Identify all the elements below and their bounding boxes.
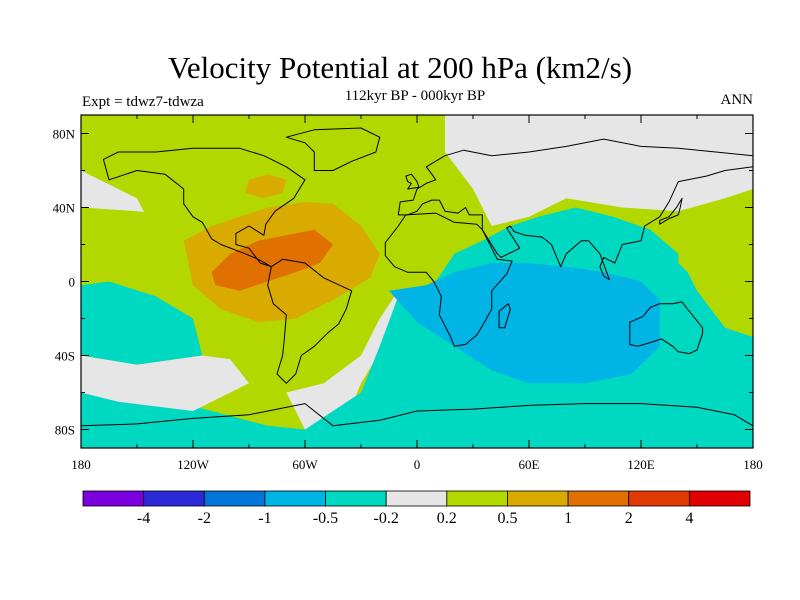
coastline-greenland [285,127,381,171]
colorbar-swatch [385,490,448,507]
lon-tick-label: 180 [71,457,91,472]
coastline-madagascar [498,303,511,329]
field-orange-north-atlantic-patch [245,174,287,199]
lon-tick-label: 60W [292,457,318,472]
colorbar-label: -0.2 [374,510,399,527]
colorbar-label: 0.2 [437,510,457,527]
field-gray-south-pacific [81,355,249,411]
colorbar-swatch [143,490,205,507]
colorbar-label: 4 [685,510,693,527]
colorbar-label: 1 [564,510,572,527]
lon-tick-label: 120E [627,457,655,472]
colorbar: -4 -2 -1 -0.5 -0.2 0.2 0.5 1 2 4 [82,490,751,527]
field-dark-orange-caribbean [211,229,333,291]
colorbar-label: 2 [625,510,633,527]
colorbar-swatch [628,490,690,507]
coastline-antarctica [81,403,753,427]
colorbar-swatch [203,490,266,507]
lat-tick-label: 0 [69,275,76,290]
experiment-label: Expt = tdwz7-tdwza [82,94,204,110]
colorbar-swatch [507,490,569,507]
colorbar-label: -2 [198,510,211,527]
lon-tick-label: 0 [414,457,421,472]
lon-tick-label: 60E [519,457,540,472]
lat-tick-label: 40S [55,349,75,364]
coastline-britain [405,173,420,190]
field-teal-south-pacific [81,281,203,365]
colorbar-swatch [82,490,145,507]
longitude-axis: 180 120W 60W 0 60E 120E 180 [71,115,763,472]
colorbar-swatch [264,490,326,507]
lat-tick-label: 80S [55,423,75,438]
map-title: Velocity Potential at 200 hPa (km2/s) [167,50,633,85]
colorbar-swatch [567,490,630,507]
field-gray-band-south-atlantic [286,290,417,430]
coastline-europe-asia [397,138,753,281]
colorbar-label: 0.5 [498,510,518,527]
coastline-japan [659,197,683,225]
lon-tick-label: 120W [177,457,210,472]
coastline-north-america [102,147,306,268]
colorbar-swatch [688,490,751,507]
field-green-west-pacific [678,203,753,310]
field-gray-north-asia [445,115,753,226]
lon-tick-label: 180 [743,457,763,472]
colorbar-label: -0.5 [313,510,338,527]
coastline-australia [629,301,704,355]
colorbar-swatch [325,490,387,507]
field-cyan-indian-ocean [389,263,660,384]
colorbar-swatch [446,490,508,507]
latitude-axis: 80N 40N 0 40S 80S [53,127,753,438]
season-label: ANN [720,92,754,108]
lat-tick-label: 40N [53,201,76,216]
colorbar-label: -1 [258,510,271,527]
colorbar-label: -4 [137,510,150,527]
coastline-africa [384,212,513,347]
contour-fill-layer [81,115,753,448]
map-subtitle: 112kyr BP - 000kyr BP [344,88,486,104]
field-teal-eastern-hemisphere [81,207,753,448]
coastline-layer [81,127,753,427]
coastline-south-america [267,258,353,384]
lat-tick-label: 80N [53,127,76,142]
